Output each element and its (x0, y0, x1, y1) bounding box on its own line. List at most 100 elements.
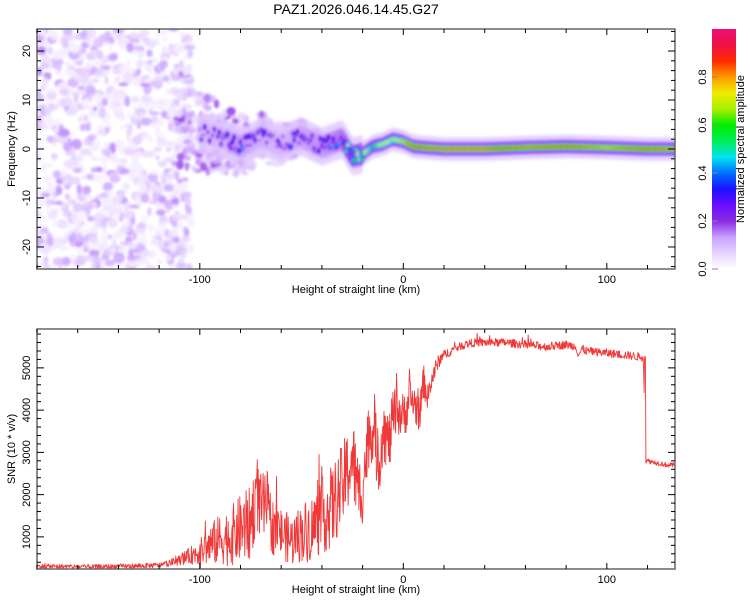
spectrogram-cell (61, 168, 66, 177)
spectrogram-cell (171, 197, 180, 206)
spectrogram-cell (131, 176, 142, 185)
spectrogram-ridge-cell (243, 135, 247, 139)
spectrogram-cell (116, 91, 125, 98)
spectrogram-cell (119, 168, 130, 175)
spectrogram-cell (69, 176, 81, 185)
spectrogram-cell (53, 200, 64, 206)
spectrogram-cell (52, 237, 64, 248)
spectrogram-cell (99, 63, 105, 75)
spectrogram-ridge-cell (318, 136, 322, 141)
spectrogram-cell (115, 190, 126, 197)
spectrogram-cell (125, 236, 133, 243)
spectrogram-cell (174, 170, 180, 181)
spectrogram-ridge-cell (292, 138, 296, 142)
spectrogram-cell (160, 132, 166, 140)
y-tick-label: 5000 (21, 356, 33, 380)
spectrogram-cell (140, 249, 152, 257)
spectrogram-cell (40, 193, 51, 198)
spectrogram-ridge-cell (253, 138, 257, 142)
spectrogram-cell (174, 63, 181, 69)
spectrogram-cell (56, 219, 68, 229)
spectrogram-cell (40, 260, 47, 269)
spectrogram-cell (84, 240, 89, 247)
spectrogram-cell (68, 86, 74, 97)
spectrogram-cell (264, 160, 275, 166)
spectrogram-cell (151, 169, 160, 175)
spectrogram-cell (136, 183, 148, 192)
spectrogram-cell (113, 252, 125, 264)
spectrogram-cell (158, 215, 169, 226)
colorbar-tick-label: 0.6 (697, 117, 709, 132)
spectrogram-cell (37, 45, 47, 56)
spectrogram-cell (45, 114, 54, 121)
spectrogram-ridge-cell (240, 146, 244, 150)
spectrogram-cell (37, 137, 43, 143)
spectrogram-cell (118, 33, 129, 45)
spectrogram-cell (180, 238, 187, 249)
snr-frame (36, 328, 676, 570)
spectrogram-cell (195, 157, 203, 166)
spectrogram-cell (174, 184, 183, 192)
x-tick-label: 100 (598, 274, 616, 286)
spectrogram-cell (182, 79, 194, 85)
spectrogram-cell (56, 58, 64, 66)
spectrogram-cell (171, 220, 178, 228)
spectrogram-cell (127, 254, 136, 263)
spectrogram-cell (90, 167, 98, 173)
spectrogram-cell (64, 193, 71, 200)
spectrogram-cell (136, 199, 143, 206)
y-tick-label: -10 (21, 190, 33, 206)
spectrogram-cell (143, 149, 149, 158)
spectrogram-ridge-cell (230, 140, 234, 144)
spectrogram-cell (105, 35, 114, 42)
spectrogram-cell (181, 90, 187, 101)
spectrogram-cell (49, 29, 58, 41)
spectrogram-cell (213, 99, 220, 109)
spectrogram-cell (177, 70, 184, 77)
spectrogram-ridge-cell (256, 130, 261, 134)
spectrogram-cell (258, 110, 265, 119)
spectrogram-cell (82, 185, 92, 195)
y-tick-label: 3000 (21, 440, 33, 464)
spectrogram-cell (161, 220, 167, 230)
spectrogram-ridge-cell (198, 127, 202, 131)
spectrogram-cell (147, 265, 153, 269)
spectrogram-cell (98, 154, 110, 164)
spectrogram-cell (112, 67, 123, 75)
spectrogram-cell (51, 119, 64, 126)
snr-panel: -100 0 100 1000 2000 3000 4000 5000 Height of … (6, 328, 676, 596)
spectrogram-cell (171, 203, 180, 209)
spectrogram-cell (46, 87, 57, 94)
spectrogram-cell (233, 168, 239, 178)
spectrogram-cell (41, 42, 52, 47)
spectrogram-cell (41, 162, 54, 168)
spectrogram-cell (51, 48, 64, 55)
spectrogram-cell (37, 110, 41, 117)
spectrogram-cell (188, 83, 195, 89)
spectrogram-cell (116, 140, 125, 148)
spectrogram-cell (76, 249, 84, 256)
spectrogram-cell (181, 176, 189, 182)
spectrogram-cell (89, 249, 101, 257)
spectrogram-cell (137, 221, 147, 230)
spectrogram-cell (100, 148, 113, 155)
spectrogram-cell (85, 63, 93, 70)
spectrogram-cell (184, 115, 190, 123)
spectrogram-cell (146, 150, 155, 158)
spectrogram-cell (142, 176, 147, 185)
spectrogram-cell (139, 82, 150, 87)
spectrogram-cell (146, 49, 153, 57)
spectrogram-cell (67, 198, 77, 206)
spectrogram-ridge-cell (282, 147, 287, 151)
spectrogram-cell (81, 69, 92, 80)
colorbar-tick-label: 0.0 (697, 261, 709, 276)
spectrogram-cell (98, 128, 108, 136)
x-tick-label: -100 (189, 274, 211, 286)
spectrogram-cell (151, 184, 164, 194)
spectrogram-cell (115, 76, 121, 81)
spectrogram-cell (73, 216, 83, 227)
x-tick-label: -100 (189, 574, 211, 586)
spectrogram-cell (59, 246, 70, 251)
spectrogram-cell (122, 71, 134, 83)
